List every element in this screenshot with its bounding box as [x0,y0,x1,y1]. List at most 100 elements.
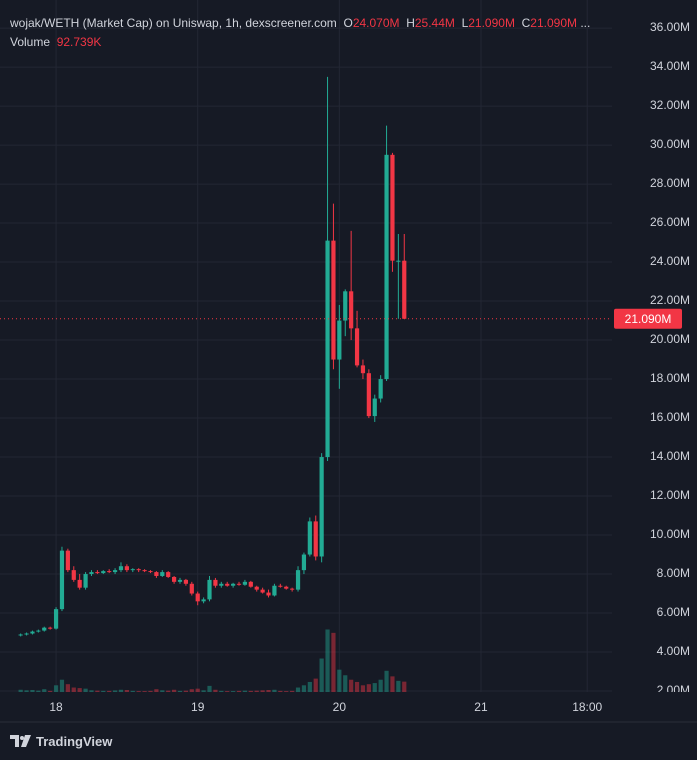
volume-bar [319,658,324,692]
volume-legend: Volume 92.739K [10,35,101,49]
volume-bar [242,690,248,692]
candle-body [254,586,259,590]
candle-body [48,627,53,629]
volume-bar [130,690,135,692]
candle-body [295,570,301,590]
candle-body [248,581,253,587]
y-tick-label: 6.00M [657,605,690,619]
candle-body [384,154,389,380]
volume-bar [278,690,283,692]
volume-bar [390,676,395,692]
y-tick-label: 20.00M [650,332,690,346]
candle-body [177,579,183,582]
volume-bar [236,690,242,692]
candle-body [284,586,289,589]
x-tick-label: 21 [474,700,488,714]
time-axis: 18 19 20 21 18:00 [49,700,602,714]
candle-body [331,240,336,360]
price-axis: 2.00M 4.00M 6.00M 8.00M 10.00M 12.00M 14.00M 16… [650,20,690,692]
x-tick-label: 20 [333,700,347,714]
volume-bar [24,690,29,692]
candle-body [107,571,112,573]
candle-body [231,583,236,586]
volume-bar [71,687,76,692]
candle-body [42,627,47,631]
candle-body [30,631,35,634]
candle-body [319,457,324,557]
y-tick-label: 32.00M [650,98,690,112]
l-value: 21.090M [468,16,515,30]
volume-bar [325,629,330,692]
candle-body [366,373,371,417]
candle-body [154,572,159,576]
volume-bar [349,679,354,692]
volume-bar [307,681,312,692]
candle-body [101,571,106,574]
brand: TradingView [10,734,112,749]
y-tick-label: 26.00M [650,215,690,229]
candle-body [124,566,129,571]
candle-body [402,260,407,319]
y-tick-label: 10.00M [650,527,690,541]
volume-bar [30,689,35,692]
more: ... [580,16,591,30]
candle-body [142,570,147,572]
candle-body [349,291,354,329]
candle-body [290,588,295,590]
volume-bar [59,679,65,692]
grid [0,0,612,692]
y-tick-label: 14.00M [650,449,690,463]
volume-bar [366,684,371,692]
candle-body [337,320,342,360]
o-label: O [343,16,353,30]
x-tick-label: 18:00 [572,700,602,714]
volume-bar [148,690,153,692]
candle-body [278,585,283,587]
candle-body [201,599,206,602]
volume-bar [142,691,147,692]
candle-body [65,550,70,571]
candle-body [53,609,59,629]
volume-bar [65,684,70,692]
volume-bar [42,689,47,692]
volume-bar [154,689,159,692]
candle-body [71,570,76,580]
brand-text: TradingView [36,734,113,749]
candle-body [225,583,230,586]
candle-body [95,572,100,574]
candle-body [24,633,29,635]
volume-bar [83,688,88,692]
volume-bar [189,689,194,692]
volume-bar [360,685,366,692]
volume-bar [260,690,265,692]
volume-bar [112,690,118,692]
volume-bar [36,690,41,692]
candle-body [118,566,124,571]
volume-bar [77,688,82,692]
candle-body [77,579,82,588]
volume-bar [101,690,106,692]
candle-body [189,583,194,594]
y-tick-label: 16.00M [650,410,690,424]
candle-body [266,592,271,596]
volume-bar [337,669,342,692]
candle-body [160,572,165,576]
volume-bar [171,689,177,692]
brand-logo [10,734,31,747]
volume-bars [18,629,407,692]
volume-bar [18,689,23,692]
candle-body [148,571,153,573]
y-tick-label: 28.00M [650,176,690,190]
volume-bar [290,690,295,692]
volume-value: 92.739K [56,35,102,49]
volume-bar [343,675,348,692]
volume-bar [248,690,253,692]
candle-body [18,634,23,636]
volume-bar [136,691,141,692]
candle-body [354,328,360,366]
volume-bar [313,678,318,692]
volume-bar [183,690,189,692]
y-tick-label: 18.00M [650,371,690,385]
